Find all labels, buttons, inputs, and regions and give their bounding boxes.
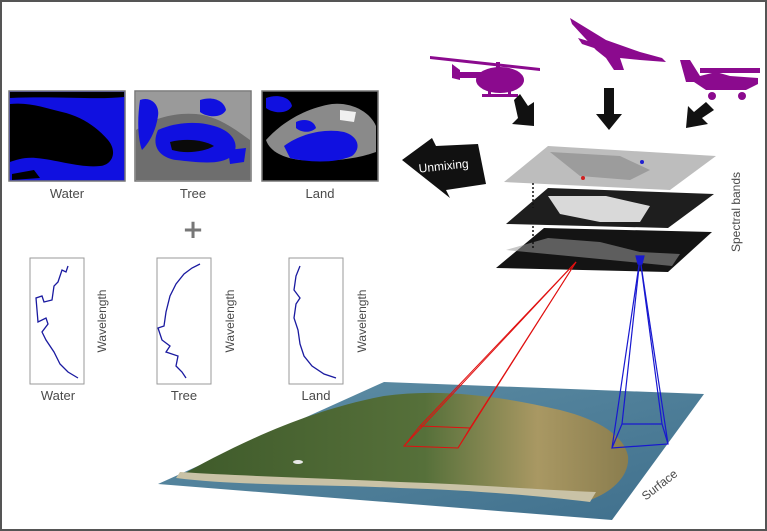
spectrum-plot-water: Wavelength: [29, 257, 109, 385]
red-pixel-rays: [402, 261, 577, 449]
arrow-from-drone: [596, 88, 622, 130]
unmixing-label: Unmixing: [418, 156, 469, 175]
unmixing-arrow: Unmixing: [402, 138, 486, 198]
spectral-band-stack: [496, 146, 716, 272]
blue-pixel-rays: [611, 255, 669, 449]
spectrum-axis-label-water: Wavelength: [95, 290, 109, 353]
spectrum-axis-label-tree: Wavelength: [223, 290, 237, 353]
arrow-from-airplane: [686, 102, 714, 128]
platform-arrows: [512, 88, 714, 130]
abundance-map-water: [8, 90, 126, 182]
airplane-icon: [680, 60, 760, 100]
abundance-map-tree: [134, 90, 252, 182]
spectrum-plot-land: Wavelength: [288, 257, 369, 385]
spectrum-curve-tree: [157, 263, 201, 379]
spectrum-curve-land: [293, 265, 337, 379]
drone-icon: [570, 18, 666, 70]
abundance-label-tree: Tree: [180, 186, 206, 201]
spectrum-axis-label-land: Wavelength: [355, 290, 369, 353]
spectrum-label-tree: Tree: [171, 388, 197, 403]
abundance-map-land: [261, 90, 379, 182]
spectrum-label-water: Water: [41, 388, 76, 403]
helicopter-icon: [430, 56, 540, 97]
spectrum-curve-water: [35, 265, 79, 379]
spectral-bands-label: Spectral bands: [729, 172, 743, 252]
abundance-label-water: Water: [50, 186, 85, 201]
spectrum-plot-tree: Wavelength: [156, 257, 237, 385]
spectrum-label-land: Land: [302, 388, 331, 403]
plus-symbol: +: [182, 215, 204, 245]
abundance-label-land: Land: [306, 186, 335, 201]
arrow-from-helicopter: [512, 94, 534, 126]
surface-image: [158, 382, 704, 520]
